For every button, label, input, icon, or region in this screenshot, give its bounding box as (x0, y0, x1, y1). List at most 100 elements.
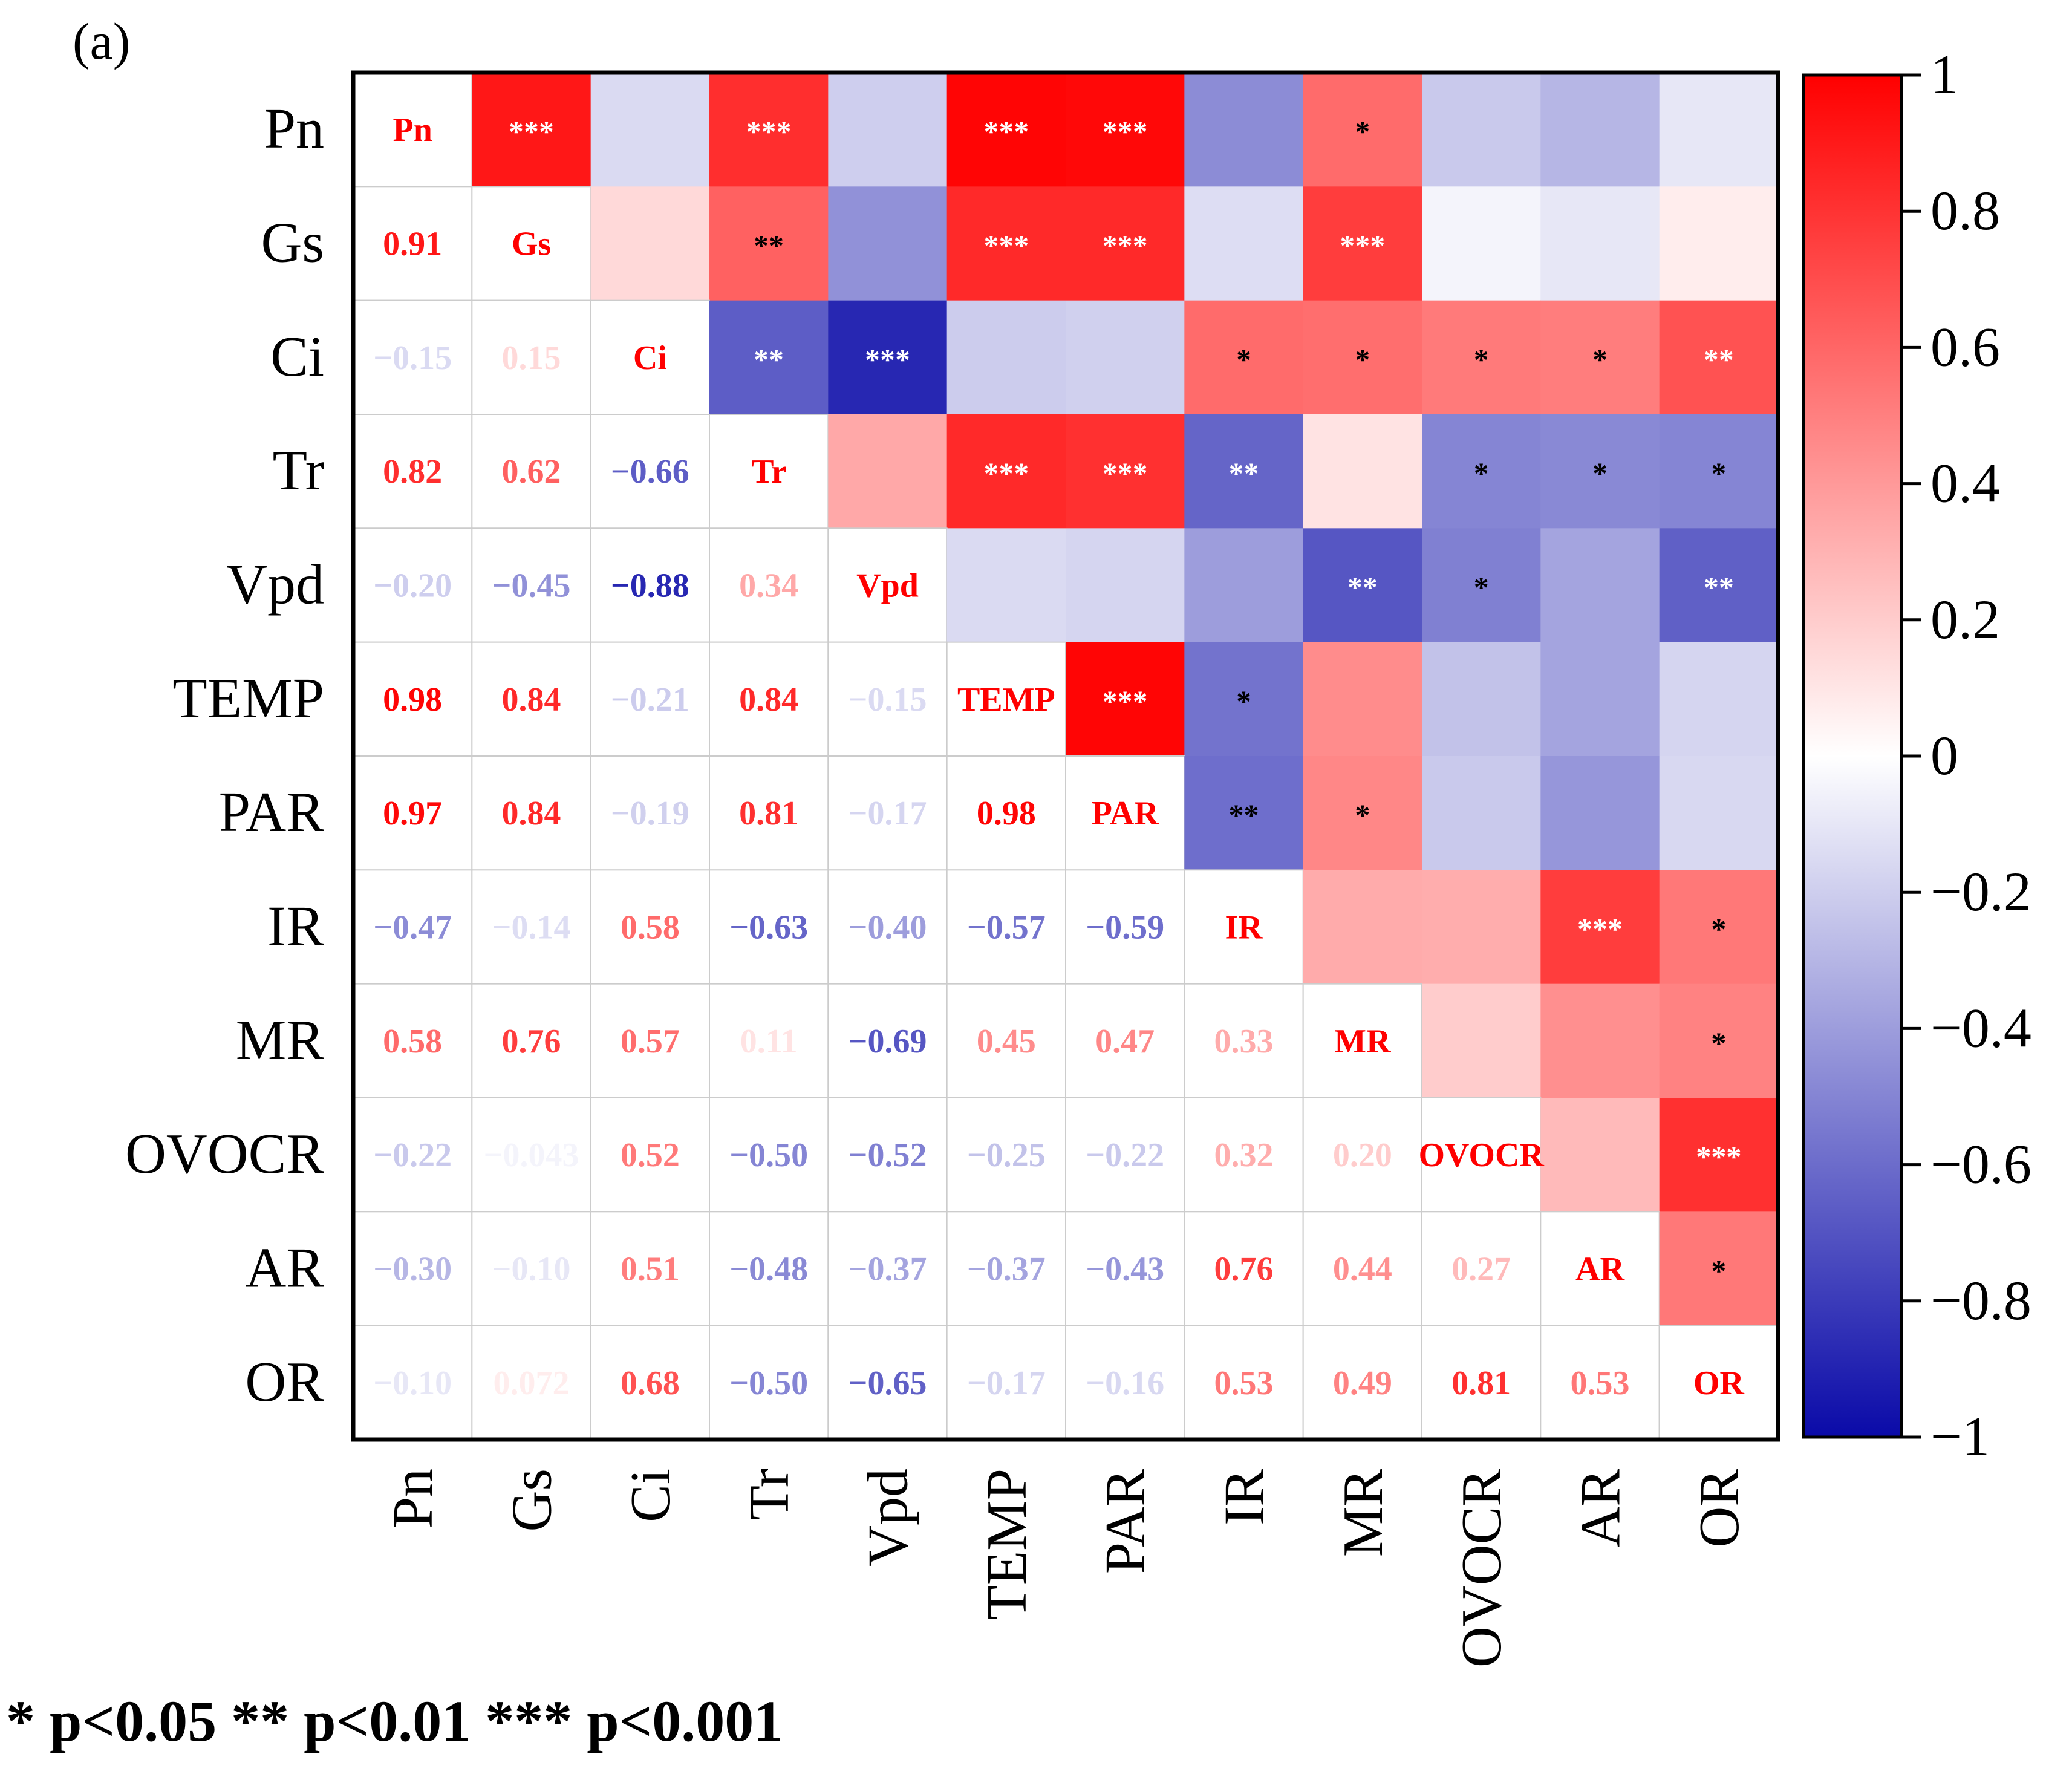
diagonal-label-Tr: Tr (751, 453, 786, 491)
colorbar-tick-label: 0.2 (1930, 589, 2000, 650)
correlation-value-OVOCR-Tr: −0.50 (729, 1136, 808, 1174)
significance-mark-Pn-MR: * (1355, 114, 1370, 148)
heatmap-cell-IR-Gs (471, 869, 591, 985)
correlation-value-AR-PAR: −0.43 (1086, 1251, 1164, 1288)
heatmap-cell-MR-OR (1659, 983, 1779, 1098)
correlation-value-PAR-TEMP: 0.98 (977, 795, 1036, 832)
correlation-value-MR-Tr: 0.11 (740, 1023, 798, 1060)
correlation-value-Vpd-Tr: 0.34 (739, 567, 798, 605)
correlation-value-Vpd-Ci: −0.88 (611, 567, 689, 605)
significance-mark-Ci-AR: * (1592, 342, 1608, 376)
correlation-value-OVOCR-Vpd: −0.52 (849, 1136, 927, 1174)
heatmap-cell-OR-OR (1658, 1325, 1779, 1441)
x-axis-label-OVOCR: OVOCR (1450, 1469, 1513, 1668)
y-axis-label-OVOCR: OVOCR (125, 1123, 324, 1185)
heatmap-cell-Vpd-Ci (590, 527, 711, 643)
correlation-value-OR-Gs: 0.072 (494, 1365, 570, 1402)
correlation-value-TEMP-Tr: 0.84 (739, 681, 798, 719)
heatmap-cell-Ci-PAR (1066, 300, 1185, 415)
heatmap-cell-PAR-IR (1184, 756, 1304, 870)
correlation-value-AR-Pn: −0.30 (373, 1251, 452, 1288)
significance-mark-Ci-MR: * (1355, 342, 1370, 376)
heatmap-cell-OVOCR-PAR (1065, 1097, 1185, 1213)
heatmap-cell-OR-OVOCR (1421, 1325, 1542, 1441)
significance-mark-Gs-MR: *** (1340, 229, 1385, 263)
x-axis-label-MR: MR (1332, 1469, 1395, 1557)
diagonal-label-PAR: PAR (1092, 795, 1159, 832)
heatmap-cell-OVOCR-OVOCR (1421, 1097, 1542, 1213)
heatmap-cell-OVOCR-Vpd (827, 1097, 948, 1213)
heatmap-cell-PAR-OVOCR (1422, 756, 1541, 870)
heatmap-cell-MR-Ci (590, 983, 711, 1098)
correlation-value-OR-MR: 0.49 (1333, 1365, 1392, 1402)
heatmap-cell-AR-Pn (353, 1211, 473, 1326)
heatmap-cell-Tr-PAR (1066, 414, 1185, 529)
heatmap-cell-IR-Vpd (827, 869, 948, 985)
heatmap-cell-Vpd-OR (1659, 528, 1779, 643)
diagonal-label-Ci: Ci (633, 339, 667, 377)
heatmap-cell-Pn-PAR (1066, 73, 1185, 187)
heatmap-cell-Ci-OR (1659, 300, 1779, 415)
heatmap-cell-OVOCR-Tr (709, 1097, 829, 1213)
heatmap-cell-MR-MR (1302, 983, 1423, 1098)
correlation-value-MR-TEMP: 0.45 (977, 1023, 1036, 1060)
correlation-value-TEMP-Gs: 0.84 (502, 681, 561, 719)
heatmap-cell-PAR-Ci (590, 755, 711, 871)
heatmap-cell-Ci-Tr (709, 300, 829, 415)
heatmap-cell-Pn-AR (1540, 73, 1660, 187)
diagonal-label-Gs: Gs (512, 226, 551, 263)
heatmap-cell-Vpd-TEMP (946, 528, 1066, 643)
correlation-value-IR-Gs: −0.14 (492, 909, 571, 947)
y-axis-label-MR: MR (236, 1009, 325, 1072)
significance-mark-Ci-Vpd: *** (865, 342, 910, 376)
colorbar-tick-label: 0 (1930, 725, 1958, 786)
axes-labels: Pn Pn Gs Gs Ci Ci Tr Tr Vpd Vpd TEMP TEMP PAR PAR IR IR… (125, 97, 1751, 1668)
heatmap-cell-TEMP-Ci (590, 641, 711, 757)
heatmap-cell-Gs-AR (1540, 186, 1660, 301)
heatmap-cell-Gs-OR (1659, 186, 1779, 301)
heatmap-cell-TEMP-Pn (353, 641, 473, 757)
heatmap-cell-IR-Pn (353, 869, 473, 985)
correlation-value-Tr-Gs: 0.62 (502, 453, 561, 491)
x-axis-label-IR: IR (1213, 1469, 1276, 1525)
heatmap-cell-OVOCR-OR (1659, 1098, 1779, 1212)
heatmap-cell-Tr-OR (1659, 414, 1779, 529)
heatmap-texts: Pn *** *** *** *** *0.91 Gs ** *** *** ***−0.15 0.1… (373, 111, 1744, 1402)
correlation-value-OR-Vpd: −0.65 (849, 1365, 927, 1402)
significance-mark-MR-OR: * (1711, 1026, 1726, 1060)
correlation-value-PAR-Gs: 0.84 (502, 795, 561, 832)
correlation-value-IR-Ci: 0.58 (621, 909, 680, 947)
heatmap-cell-OVOCR-Pn (353, 1097, 473, 1213)
correlation-value-MR-PAR: 0.47 (1095, 1023, 1155, 1060)
heatmap-cell-Tr-TEMP (946, 414, 1066, 529)
x-axis-label-Pn: Pn (382, 1469, 445, 1528)
heatmap-cell-AR-OVOCR (1421, 1211, 1542, 1326)
heatmap-cell-Ci-Vpd (828, 300, 948, 415)
heatmap-cell-IR-Tr (709, 869, 829, 985)
y-axis-label-Ci: Ci (270, 325, 324, 388)
correlation-value-AR-IR: 0.76 (1214, 1251, 1274, 1288)
correlation-value-Tr-Ci: −0.66 (611, 453, 689, 491)
significance-mark-Ci-OR: ** (1704, 342, 1734, 376)
correlation-value-AR-OVOCR: 0.27 (1451, 1251, 1511, 1288)
correlation-value-OR-Ci: 0.68 (621, 1365, 680, 1402)
colorbar-tick-label: −0.8 (1930, 1270, 2031, 1331)
correlation-value-IR-Vpd: −0.40 (849, 909, 927, 947)
diagonal-label-TEMP: TEMP (957, 681, 1055, 719)
significance-mark-Vpd-MR: ** (1347, 570, 1378, 604)
heatmap-cell-OR-Vpd (827, 1325, 948, 1441)
panel-label: (a) (73, 12, 131, 70)
y-axis-label-TEMP: TEMP (172, 667, 324, 730)
x-axis-label-Gs: Gs (501, 1469, 564, 1531)
significance-mark-Tr-OR: * (1711, 456, 1726, 490)
y-axis-label-Tr: Tr (273, 439, 324, 502)
significance-mark-Ci-Tr: ** (754, 342, 784, 376)
colorbar-tick-label: 1 (1930, 44, 1958, 105)
correlation-value-OR-PAR: −0.16 (1086, 1365, 1164, 1402)
heatmap-cell-Gs-Gs (471, 186, 591, 301)
heatmap-cell-Gs-MR (1303, 186, 1422, 301)
significance-mark-TEMP-IR: * (1236, 684, 1251, 718)
heatmap-cell-MR-PAR (1065, 983, 1185, 1098)
heatmap-cell-Tr-IR (1184, 414, 1304, 529)
